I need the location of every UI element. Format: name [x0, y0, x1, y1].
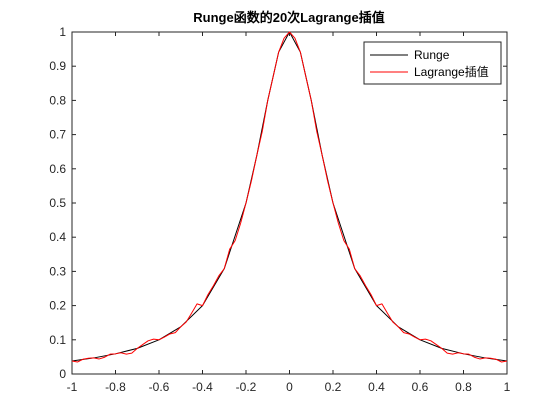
x-tick-label: 0.4 — [368, 380, 385, 394]
x-tick-label: 1 — [504, 380, 511, 394]
x-tick-label: -0.8 — [105, 380, 126, 394]
x-tick-label: -0.6 — [149, 380, 170, 394]
x-axis: -1 -0.8 -0.6 -0.4 -0.2 0 0.2 0.4 0.6 0.8 1 — [67, 32, 511, 394]
series-line-lagrange — [71, 31, 508, 363]
legend-box — [363, 41, 502, 85]
legend-label-lagrange: Lagrange插值 — [414, 64, 489, 79]
x-tick-label: -0.2 — [236, 380, 257, 394]
y-tick-label: 0.3 — [49, 264, 66, 278]
y-tick-label: 0.9 — [49, 59, 66, 73]
y-tick-label: 0.8 — [49, 93, 66, 107]
y-tick-label: 0.6 — [49, 162, 66, 176]
legend: Runge Lagrange插值 — [363, 41, 502, 85]
x-tick-label: 0.8 — [455, 380, 472, 394]
chart-title: Runge函数的20次Lagrange插值 — [193, 10, 384, 25]
y-tick-label: 0.4 — [49, 230, 66, 244]
y-tick-label: 0.1 — [49, 333, 66, 347]
x-tick-label: -1 — [67, 380, 78, 394]
y-tick-label: 0 — [59, 367, 66, 381]
legend-label-runge: Runge — [414, 48, 450, 62]
y-tick-label: 0.2 — [49, 299, 66, 313]
y-tick-label: 0.7 — [49, 128, 66, 142]
x-tick-label: 0.6 — [412, 380, 429, 394]
plot-area — [71, 31, 508, 375]
y-tick-label: 1 — [59, 25, 66, 39]
x-tick-label: 0 — [286, 380, 293, 394]
x-tick-label: -0.4 — [192, 380, 213, 394]
series-layer — [71, 31, 508, 363]
y-axis: 0 0.1 0.2 0.3 0.4 0.5 0.6 0.7 0.8 0.9 1 — [49, 25, 507, 381]
y-tick-label: 0.5 — [49, 196, 66, 210]
x-tick-label: 0.2 — [325, 380, 342, 394]
